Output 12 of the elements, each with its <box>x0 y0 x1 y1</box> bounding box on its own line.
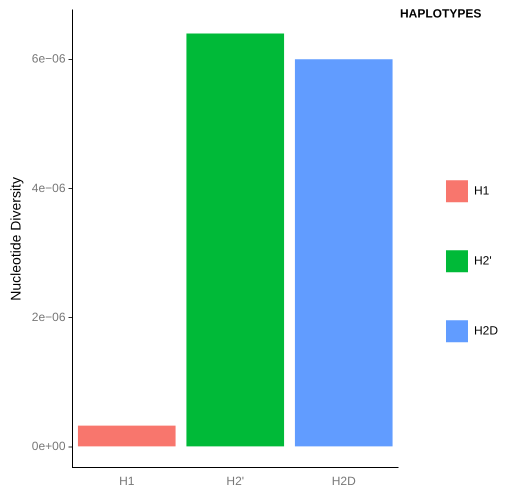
y-tick-label: 0e+00 <box>32 439 66 454</box>
y-tick-label: 4e−06 <box>32 180 66 195</box>
legend-label: H1 <box>474 184 490 198</box>
y-tick-label: 6e−06 <box>32 52 66 66</box>
x-tick-label: H2' <box>226 474 244 488</box>
y-axis-title: Nucleotide Diversity <box>7 177 24 301</box>
x-tick-label: H1 <box>119 474 135 488</box>
y-tick-label: 2e−06 <box>32 310 66 324</box>
x-tick-label: H2D <box>332 474 356 488</box>
legend-label: H2' <box>474 254 492 268</box>
legend-label: H2D <box>474 324 498 338</box>
legend-title: HAPLOTYPES <box>400 6 482 20</box>
